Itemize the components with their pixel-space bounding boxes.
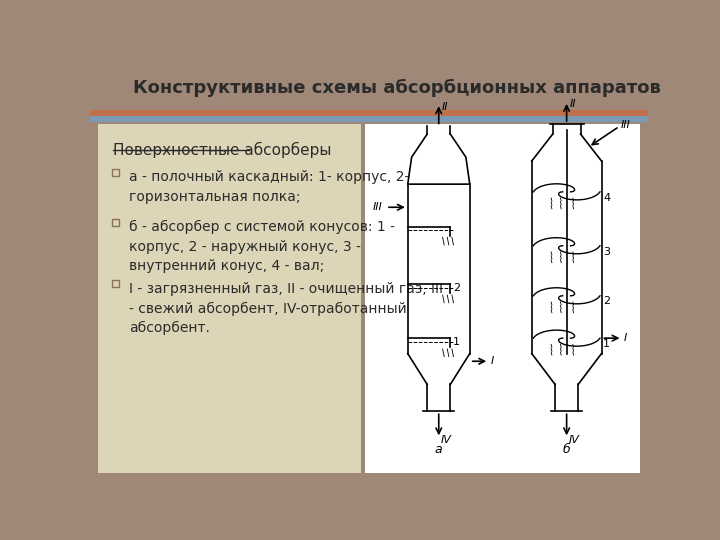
Text: I: I [490, 356, 494, 366]
Text: 1: 1 [603, 339, 610, 349]
Text: 2: 2 [603, 296, 610, 306]
FancyBboxPatch shape [365, 124, 640, 473]
Text: I: I [624, 333, 627, 343]
Text: а - полочный каскадный: 1- корпус, 2-
горизонтальная полка;: а - полочный каскадный: 1- корпус, 2- го… [129, 170, 409, 204]
Text: I - загрязненный газ, II - очищенный газ, III
- свежий абсорбент, IV-отработанны: I - загрязненный газ, II - очищенный газ… [129, 282, 443, 335]
Text: III: III [621, 120, 631, 130]
Text: 3: 3 [603, 247, 610, 257]
Text: а: а [435, 443, 443, 456]
Text: Поверхностные абсорберы: Поверхностные абсорберы [113, 142, 332, 158]
Text: Конструктивные схемы абсорбционных аппаратов: Конструктивные схемы абсорбционных аппар… [132, 79, 660, 97]
Bar [90, 116, 648, 122]
FancyBboxPatch shape [98, 124, 361, 473]
Text: III: III [373, 202, 383, 212]
Text: 2: 2 [453, 283, 460, 293]
Text: 4: 4 [603, 193, 610, 203]
FancyBboxPatch shape [90, 65, 648, 111]
Bar [90, 110, 648, 116]
Text: IV: IV [441, 435, 452, 445]
Text: б - абсорбер с системой конусов: 1 -
корпус, 2 - наружный конус, 3 -
внутренний : б - абсорбер с системой конусов: 1 - кор… [129, 220, 395, 273]
Text: II: II [442, 102, 449, 112]
Text: 1: 1 [453, 337, 459, 347]
Text: б: б [563, 443, 570, 456]
Text: IV: IV [569, 435, 580, 445]
Text: II: II [570, 99, 576, 109]
